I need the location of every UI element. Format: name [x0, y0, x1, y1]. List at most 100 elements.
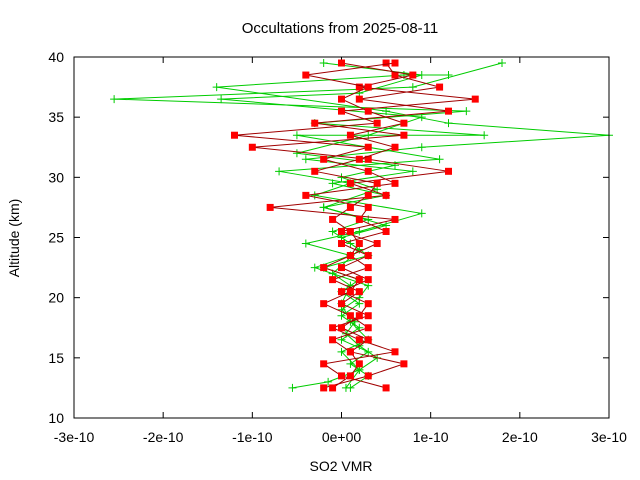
data-point-square: [364, 252, 372, 260]
data-point-square: [346, 203, 354, 211]
data-point-square: [346, 227, 354, 235]
data-point-square: [391, 348, 399, 356]
y-tick-label: 25: [48, 230, 64, 246]
data-point-square: [355, 240, 363, 248]
data-point-square: [338, 264, 345, 272]
data-point-square: [364, 191, 372, 199]
data-point-square: [382, 59, 390, 67]
data-point-plus: [328, 227, 337, 236]
data-point-square: [320, 384, 328, 392]
data-point-plus: [355, 299, 364, 308]
data-point-square: [329, 215, 337, 223]
data-point-square: [338, 324, 345, 332]
data-point-square: [364, 203, 372, 211]
data-point-square: [355, 215, 363, 223]
green-series-line: [114, 62, 503, 389]
data-point-square: [400, 131, 408, 139]
data-point-plus: [337, 311, 346, 320]
data-point-square: [302, 191, 310, 199]
data-point-square: [338, 227, 345, 235]
data-point-plus: [275, 167, 284, 176]
data-point-square: [320, 155, 328, 163]
x-tick-label: 1e-10: [413, 429, 449, 445]
data-point-square: [382, 191, 390, 199]
data-point-square: [346, 179, 354, 187]
y-tick-label: 15: [48, 350, 64, 366]
data-point-plus: [217, 95, 226, 104]
data-point-square: [471, 95, 479, 103]
data-point-square: [400, 119, 408, 127]
x-tick-label: 0e+00: [322, 429, 362, 445]
red-series-2: [231, 59, 479, 392]
data-point-plus: [328, 179, 337, 188]
data-point-square: [391, 143, 399, 151]
data-point-square: [373, 179, 381, 187]
data-point-square: [338, 95, 345, 103]
red-series-3: [302, 59, 408, 392]
x-tick-label: 2e-10: [502, 429, 538, 445]
data-point-square: [355, 155, 363, 163]
data-point-plus: [444, 71, 453, 80]
data-point-square: [391, 215, 399, 223]
x-tick-label: -3e-10: [54, 429, 95, 445]
data-point-square: [338, 288, 345, 296]
data-point-plus: [408, 83, 417, 92]
green-series-line: [216, 74, 610, 389]
y-tick-label: 10: [48, 410, 64, 426]
data-point-plus: [212, 83, 221, 92]
data-point-square: [364, 300, 372, 308]
data-point-square: [346, 312, 354, 320]
data-point-square: [364, 143, 372, 151]
data-point-square: [391, 71, 399, 79]
data-point-square: [364, 83, 372, 91]
y-axis-label: Altitude (km): [6, 199, 22, 278]
data-point-square: [373, 119, 381, 127]
data-point-square: [346, 288, 354, 296]
data-point-square: [364, 276, 372, 284]
x-tick-label: -1e-10: [232, 429, 273, 445]
data-point-square: [329, 324, 337, 332]
data-point-plus: [444, 119, 453, 128]
data-point-square: [382, 227, 390, 235]
data-point-square: [364, 336, 372, 344]
data-point-plus: [292, 149, 301, 158]
data-point-square: [346, 348, 354, 356]
x-tick-label: -2e-10: [143, 429, 184, 445]
data-point-square: [355, 312, 363, 320]
data-point-square: [329, 276, 337, 284]
data-point-plus: [462, 107, 471, 116]
data-point-square: [338, 59, 345, 67]
data-point-square: [346, 252, 354, 260]
data-point-plus: [301, 155, 310, 164]
data-point-square: [248, 143, 256, 151]
data-point-plus: [408, 167, 417, 176]
data-point-square: [391, 59, 399, 67]
data-point-square: [364, 372, 372, 380]
data-point-square: [346, 372, 354, 380]
x-axis-label: SO2 VMR: [309, 458, 372, 474]
data-point-square: [329, 336, 337, 344]
data-point-plus: [364, 347, 373, 356]
data-point-plus: [391, 161, 399, 170]
data-point-plus: [417, 209, 426, 218]
plot-frame: [73, 56, 610, 419]
data-point-square: [320, 264, 328, 272]
data-point-square: [338, 107, 345, 115]
data-point-square: [266, 203, 274, 211]
red-series-line: [234, 62, 476, 389]
data-point-plus: [301, 239, 310, 248]
data-point-plus: [435, 155, 444, 164]
data-point-square: [409, 71, 417, 79]
series-layer: [110, 59, 613, 392]
data-point-square: [364, 324, 372, 332]
data-point-square: [338, 300, 345, 308]
data-point-plus: [319, 59, 328, 68]
data-point-plus: [292, 131, 301, 140]
green-series-2: [212, 71, 613, 392]
y-tick-label: 40: [48, 49, 64, 65]
data-point-square: [355, 95, 363, 103]
data-point-square: [311, 167, 319, 175]
data-point-plus: [417, 113, 426, 122]
data-point-square: [355, 360, 363, 368]
